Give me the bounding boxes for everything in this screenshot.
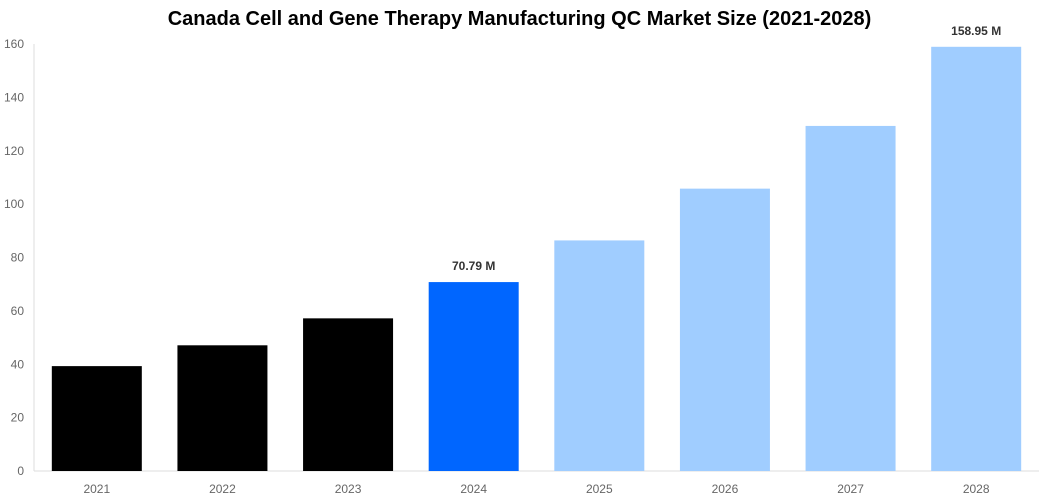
y-tick-label: 0 <box>17 464 24 478</box>
bar-2026 <box>679 188 770 472</box>
bar-2027 <box>805 125 896 471</box>
chart-title: Canada Cell and Gene Therapy Manufacturi… <box>167 8 872 30</box>
y-tick-label: 120 <box>4 144 24 158</box>
data-label: 158.95 M <box>951 24 1001 38</box>
x-tick-label: 2028 <box>963 482 990 496</box>
y-tick-label: 20 <box>11 411 25 425</box>
x-tick-label: 2021 <box>83 482 110 496</box>
x-tick-label: 2024 <box>460 482 487 496</box>
y-tick-label: 40 <box>11 357 25 371</box>
bar-2024 <box>428 282 519 471</box>
bar-2022 <box>177 345 268 471</box>
bar-2025 <box>554 240 645 471</box>
data-label: 70.79 M <box>452 259 495 273</box>
x-tick-label: 2025 <box>586 482 613 496</box>
x-tick-label: 2027 <box>837 482 864 496</box>
y-tick-label: 140 <box>4 90 24 104</box>
y-tick-label: 60 <box>11 304 25 318</box>
y-tick-label: 80 <box>11 251 25 265</box>
y-tick-label: 100 <box>4 197 24 211</box>
x-tick-label: 2026 <box>712 482 739 496</box>
x-tick-label: 2022 <box>209 482 236 496</box>
y-tick-label: 160 <box>4 37 24 51</box>
bar-2021 <box>51 366 142 471</box>
x-tick-label: 2023 <box>335 482 362 496</box>
bar-2023 <box>303 318 394 471</box>
bar-2028 <box>931 46 1022 472</box>
